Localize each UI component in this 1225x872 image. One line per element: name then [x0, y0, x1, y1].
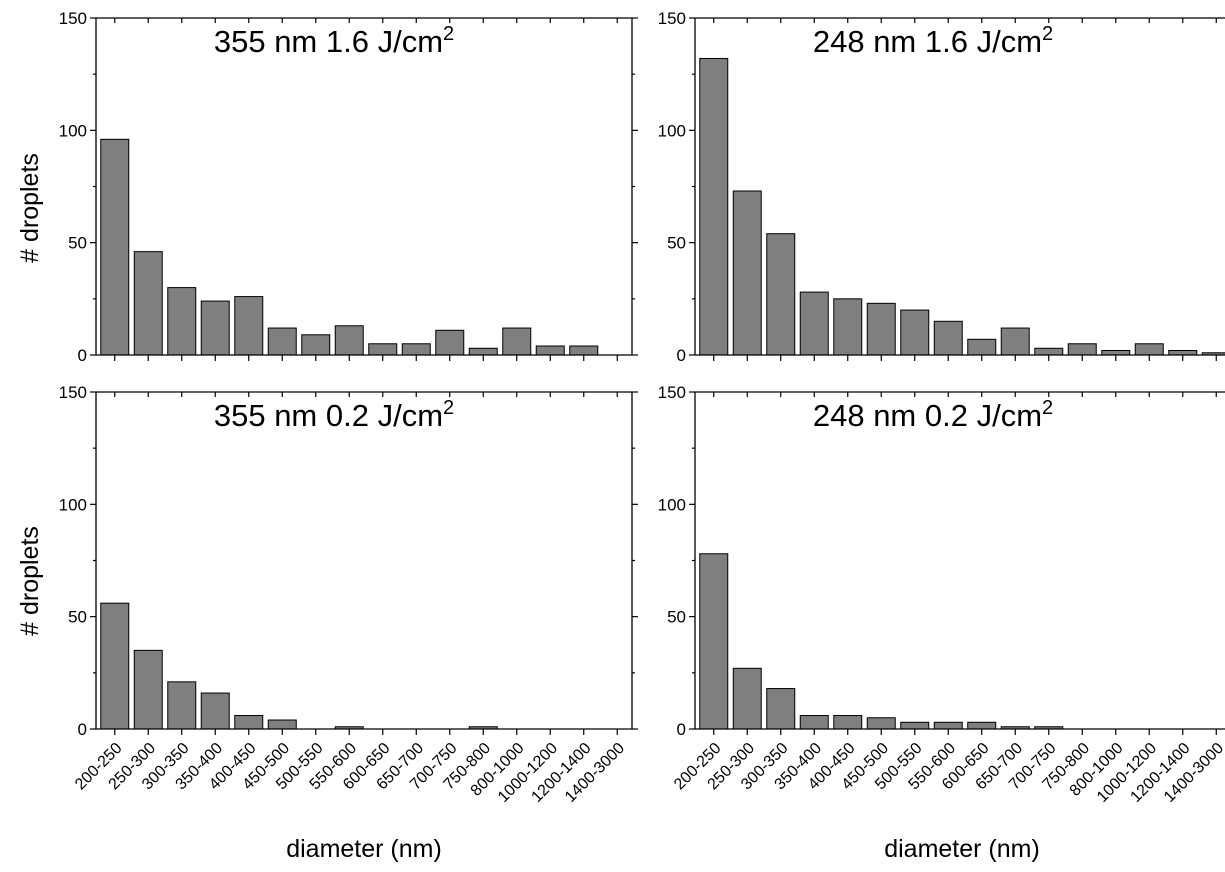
chart-panel-bottom-right: 050100150200-250250-300300-350350-400400…: [658, 383, 1225, 806]
bar-500-550: [900, 721, 930, 730]
y-tick-label: 100: [658, 121, 686, 140]
bar-250-300: [732, 190, 762, 356]
bar-350-400: [200, 692, 230, 730]
y-tick-label: 0: [78, 720, 87, 739]
chart-panel-top-right: 0 50 100 150 248 nm 1.6 J/cm2: [658, 9, 1225, 365]
bar-600-650: [967, 338, 997, 356]
y-tick-label: 100: [658, 495, 686, 514]
bar-650-700: [1000, 327, 1030, 356]
bar-400-450: [234, 296, 264, 356]
bar-250-300: [732, 667, 762, 730]
bar-250-300: [133, 251, 163, 356]
panel-title: 355 nm 1.6 J/cm2: [214, 23, 454, 59]
bar-550-600: [933, 320, 963, 356]
bar-400-450: [833, 298, 863, 356]
y-tick-label: 150: [658, 383, 686, 402]
y-tick-label: 50: [667, 608, 686, 627]
y-tick-label: 150: [59, 383, 87, 402]
y-tick-label: 150: [59, 9, 87, 28]
bar-800-1000: [1101, 350, 1131, 356]
bar-600-650: [967, 721, 997, 730]
bar-200-250: [100, 602, 130, 730]
y-tick-label: 50: [68, 608, 87, 627]
bar-350-400: [200, 300, 230, 356]
y-tick-label: 0: [677, 346, 686, 365]
bar-500-550: [301, 334, 331, 356]
bar-400-450: [234, 715, 264, 730]
x-axis-title-right: diameter (nm): [884, 835, 1040, 863]
bar-450-500: [866, 302, 896, 356]
bar-750-800: [468, 347, 498, 356]
bar-700-750: [435, 329, 465, 356]
panel-title: 355 nm 0.2 J/cm2: [214, 397, 454, 433]
bar-600-650: [368, 343, 398, 356]
bar-800-1000: [502, 327, 532, 356]
x-axis-title-left: diameter (nm): [286, 835, 442, 863]
bar-450-500: [267, 719, 297, 730]
bar-300-350: [766, 233, 796, 356]
bar-250-300: [133, 649, 163, 730]
bar-300-350: [167, 287, 197, 356]
bar-350-400: [799, 291, 829, 356]
bar-1000-1200: [535, 345, 565, 356]
y-tick-label: 100: [59, 495, 87, 514]
panel-title: 248 nm 1.6 J/cm2: [813, 23, 1053, 59]
chart-panel-top-left: 0 50 100 150 355 nm 1.6 J/cm2: [59, 9, 638, 365]
y-tick-label: 0: [78, 346, 87, 365]
y-tick-label: 0: [677, 720, 686, 739]
panel-title: 248 nm 0.2 J/cm2: [813, 397, 1053, 433]
bar-200-250: [100, 138, 130, 356]
bar-1000-1200: [1134, 343, 1164, 356]
bar-350-400: [799, 715, 829, 730]
bar-200-250: [699, 57, 729, 356]
chart-panel-bottom-left: 050100150200-250250-300300-350350-400400…: [59, 383, 638, 806]
bar-750-800: [1067, 343, 1097, 356]
y-tick-label: 100: [59, 121, 87, 140]
bar-450-500: [866, 717, 896, 730]
y-tick-label: 150: [658, 9, 686, 28]
y-axis-title-bottom: # droplets: [16, 526, 44, 636]
bar-700-750: [1034, 347, 1064, 356]
bar-1200-1400: [1168, 350, 1198, 356]
bar-300-350: [167, 681, 197, 730]
bar-500-550: [900, 309, 930, 356]
bar-550-600: [334, 325, 364, 356]
bar-400-450: [833, 715, 863, 730]
bar-650-700: [401, 343, 431, 356]
bar-1200-1400: [569, 345, 599, 356]
y-tick-label: 50: [667, 234, 686, 253]
y-axis-title-top: # droplets: [16, 153, 44, 263]
y-tick-label: 50: [68, 234, 87, 253]
bar-200-250: [699, 553, 729, 730]
bar-450-500: [267, 327, 297, 356]
bar-550-600: [933, 721, 963, 730]
bar-300-350: [766, 688, 796, 730]
